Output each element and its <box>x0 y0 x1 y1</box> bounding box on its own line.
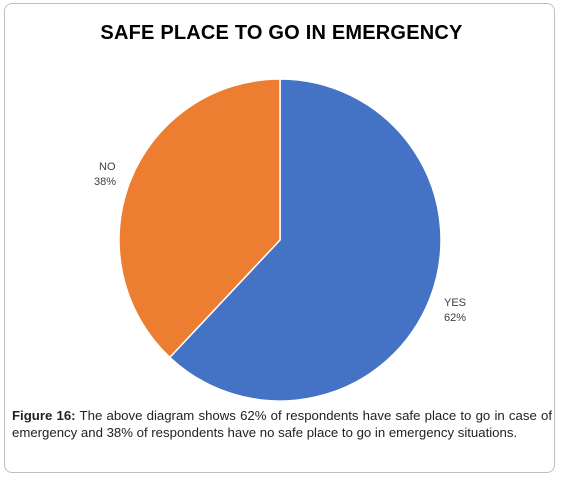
pie-slice-no <box>118 78 281 359</box>
slice-label-yes: YES 62% <box>444 296 466 326</box>
caption-prefix: Figure 16: <box>12 408 76 423</box>
caption-text: The above diagram shows 62% of responden… <box>12 408 552 440</box>
slice-label-no: NO 38% <box>94 160 116 190</box>
slice-label-no-category: NO <box>99 161 116 173</box>
slice-label-no-value: 38% <box>94 176 117 188</box>
chart-title: SAFE PLACE TO GO IN EMERGENCY <box>100 22 463 44</box>
slice-label-yes-value: 62% <box>444 312 467 324</box>
pie-slice-yes <box>168 78 442 402</box>
slice-label-yes-category: YES <box>444 297 467 309</box>
figure-caption: Figure 16: The above diagram shows 62% o… <box>12 407 552 441</box>
